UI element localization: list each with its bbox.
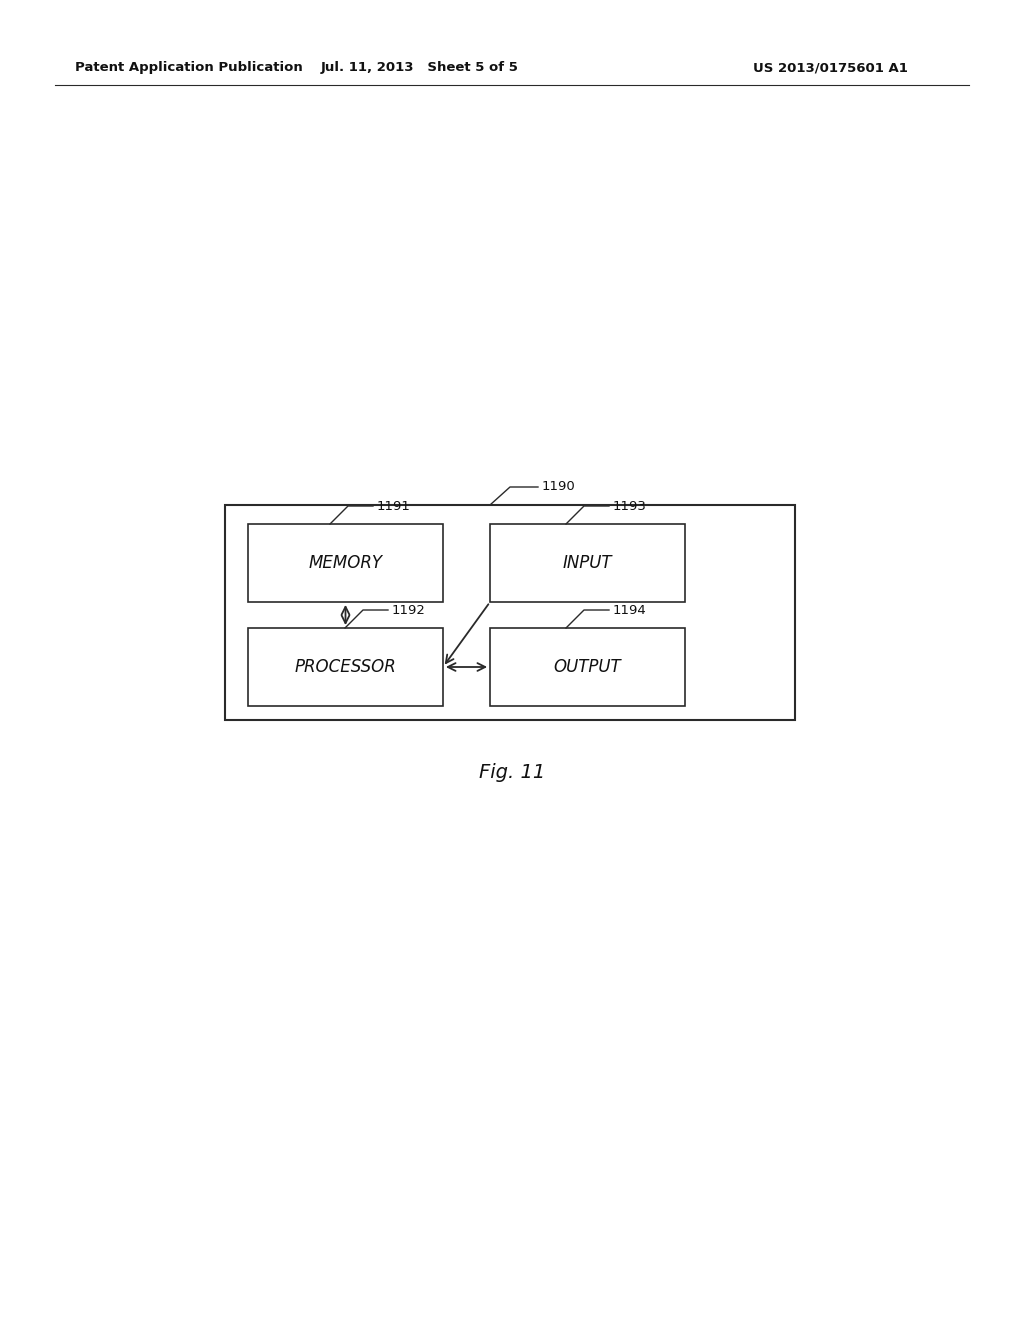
Text: 1191: 1191 xyxy=(377,499,411,512)
Text: Patent Application Publication: Patent Application Publication xyxy=(75,62,303,74)
Text: PROCESSOR: PROCESSOR xyxy=(295,657,396,676)
Text: MEMORY: MEMORY xyxy=(308,554,383,572)
Bar xyxy=(225,506,795,719)
Bar xyxy=(248,524,443,602)
Bar xyxy=(248,628,443,706)
Text: 1194: 1194 xyxy=(613,603,647,616)
Bar xyxy=(490,628,685,706)
Text: US 2013/0175601 A1: US 2013/0175601 A1 xyxy=(753,62,907,74)
Text: OUTPUT: OUTPUT xyxy=(554,657,622,676)
Text: 1190: 1190 xyxy=(542,480,575,494)
Text: Jul. 11, 2013   Sheet 5 of 5: Jul. 11, 2013 Sheet 5 of 5 xyxy=(322,62,519,74)
Bar xyxy=(490,524,685,602)
Text: INPUT: INPUT xyxy=(563,554,612,572)
Text: 1192: 1192 xyxy=(392,603,426,616)
Text: 1193: 1193 xyxy=(613,499,647,512)
Text: Fig. 11: Fig. 11 xyxy=(479,763,545,781)
